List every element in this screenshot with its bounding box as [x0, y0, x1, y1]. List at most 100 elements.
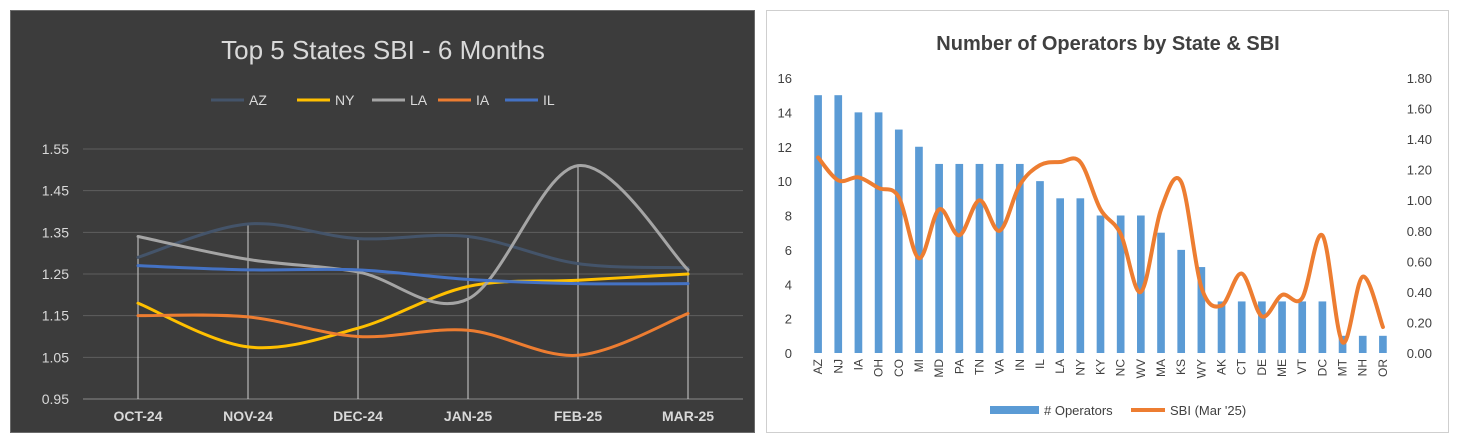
operators-bar-ia: [854, 112, 863, 353]
combo-left-tick-label: 2: [785, 312, 792, 327]
operators-bar-in: [1015, 163, 1024, 353]
operators-bar-nc: [1116, 215, 1125, 353]
line-chart-x-tick-label: DEC-24: [333, 408, 383, 424]
line-chart-x-tick-label: FEB-25: [554, 408, 602, 424]
line-chart-y-tick-label: 0.95: [42, 391, 69, 407]
combo-left-tick-label: 4: [785, 277, 792, 292]
combo-x-tick-label: MA: [1154, 359, 1168, 377]
combo-chart-bars: [814, 95, 1387, 353]
line-chart-x-tick-label: NOV-24: [223, 408, 273, 424]
operators-bar-ak: [1217, 301, 1226, 353]
combo-chart-legend: # Operators SBI (Mar '25): [990, 403, 1246, 418]
combo-left-tick-label: 16: [778, 71, 792, 86]
combo-chart-title: Number of Operators by State & SBI: [936, 33, 1279, 55]
combo-x-tick-label: VA: [993, 359, 1007, 374]
line-chart-y-tick-label: 1.05: [42, 349, 69, 365]
combo-right-tick-label: 0.60: [1407, 254, 1432, 269]
operators-bar-wv: [1137, 215, 1145, 353]
combo-right-tick-label: 1.20: [1407, 163, 1432, 178]
operators-bar-or: [1379, 335, 1387, 353]
combo-right-tick-label: 0.40: [1407, 285, 1432, 300]
combo-x-tick-label: VT: [1295, 358, 1309, 374]
combo-x-tick-label: CT: [1235, 358, 1249, 375]
combo-x-tick-label: ME: [1275, 359, 1289, 377]
legend-swatch-operators: [990, 406, 1039, 414]
operators-bar-az: [814, 95, 822, 353]
combo-x-tick-label: MD: [932, 359, 946, 378]
combo-x-tick-label: OR: [1376, 359, 1390, 377]
line-chart-x-tick-label: JAN-25: [444, 408, 492, 424]
line-chart-x-tick-label: MAR-25: [662, 408, 714, 424]
line-chart-series-az: [136, 222, 690, 270]
combo-left-tick-label: 12: [778, 140, 792, 155]
operators-combo-chart: Number of Operators by State & SBI 0 2 4 6 8…: [778, 33, 1432, 418]
combo-chart-right-axis: 0.00 0.20 0.40 0.60 0.80 1.00 1.20 1.40 1.60 1.80: [1407, 71, 1432, 361]
operators-bar-co: [894, 129, 903, 353]
operators-bar-ma: [1157, 232, 1165, 353]
legend-label-ny: NY: [335, 92, 355, 108]
combo-x-tick-label: WY: [1194, 359, 1208, 378]
combo-x-tick-label: WV: [1134, 359, 1148, 378]
combo-right-tick-label: 1.00: [1407, 193, 1432, 208]
combo-left-tick-label: 14: [778, 105, 792, 120]
combo-right-tick-label: 1.80: [1407, 71, 1432, 86]
operators-bar-ny: [1076, 198, 1085, 353]
operators-bar-dc: [1318, 301, 1327, 353]
combo-x-tick-label: NJ: [831, 359, 845, 374]
legend-label-il: IL: [543, 92, 555, 108]
line-chart-y-tick-label: 1.55: [42, 141, 69, 157]
operators-combo-chart-panel: Number of Operators by State & SBI 0 2 4 6 8…: [766, 10, 1449, 433]
operators-bar-de: [1258, 301, 1266, 353]
combo-left-tick-label: 10: [778, 174, 792, 189]
combo-x-tick-label: KS: [1174, 359, 1188, 375]
combo-x-tick-label: MT: [1336, 358, 1350, 376]
combo-left-tick-label: 8: [785, 209, 792, 224]
combo-x-tick-label: NY: [1073, 359, 1087, 376]
combo-chart-sbi-line: [816, 155, 1385, 345]
combo-x-tick-label: AZ: [811, 359, 825, 374]
combo-x-tick-label: TN: [972, 359, 986, 375]
line-chart-y-tick-label: 1.45: [42, 183, 69, 199]
operators-bar-nh: [1358, 335, 1367, 353]
combo-right-tick-label: 1.40: [1407, 132, 1432, 147]
sbi-line-chart-panel: Top 5 States SBI - 6 Months AZ NY LA IA IL 0…: [10, 10, 755, 433]
operators-bar-nj: [834, 95, 843, 353]
legend-label-az: AZ: [249, 92, 267, 108]
sbi-line-series: [816, 155, 1385, 345]
operators-bar-oh: [874, 112, 883, 353]
line-chart-series-ny: [136, 272, 690, 350]
line-chart-y-tick-label: 1.25: [42, 266, 69, 282]
line-chart-series-la: [136, 164, 690, 306]
line-chart-series-il: [136, 264, 690, 286]
combo-x-tick-label: MI: [912, 359, 926, 372]
operators-bar-wy: [1197, 267, 1206, 353]
combo-x-tick-label: KY: [1094, 359, 1108, 375]
legend-label-ia: IA: [476, 92, 490, 108]
operators-bar-vt: [1298, 301, 1307, 353]
combo-right-tick-label: 0.00: [1407, 346, 1432, 361]
line-chart-y-tick-label: 1.35: [42, 224, 69, 240]
operators-bar-pa: [955, 163, 964, 353]
line-chart-legend: AZ NY LA IA IL: [211, 92, 555, 108]
combo-left-tick-label: 6: [785, 243, 792, 258]
operators-bar-la: [1056, 198, 1064, 353]
combo-right-tick-label: 1.60: [1407, 102, 1432, 117]
operators-bar-me: [1278, 301, 1286, 353]
line-chart-x-axis: OCT-24 NOV-24 DEC-24 JAN-25 FEB-25 MAR-25: [113, 408, 714, 424]
combo-x-tick-label: IA: [851, 359, 865, 370]
legend-label-operators: # Operators: [1044, 403, 1113, 418]
operators-bar-tn: [975, 163, 984, 353]
operators-bar-md: [935, 163, 943, 353]
combo-x-tick-label: NC: [1114, 359, 1128, 377]
combo-x-tick-label: CO: [892, 359, 906, 377]
operators-bar-va: [995, 163, 1004, 353]
combo-x-tick-label: AK: [1215, 359, 1229, 375]
combo-left-tick-label: 0: [785, 346, 792, 361]
line-chart-series-ia: [136, 312, 690, 357]
combo-x-tick-label: NH: [1356, 359, 1370, 376]
combo-x-tick-label: PA: [952, 359, 966, 374]
combo-chart-x-axis: AZ NJ IA OH CO MI MD PA TN VA IN IL LA NY KY NC WV MA KS WY…: [811, 358, 1390, 378]
operators-bar-ct: [1237, 301, 1246, 353]
legend-label-sbi: SBI (Mar '25): [1170, 403, 1246, 418]
sbi-line-chart: Top 5 States SBI - 6 Months AZ NY LA IA IL 0…: [42, 35, 743, 424]
